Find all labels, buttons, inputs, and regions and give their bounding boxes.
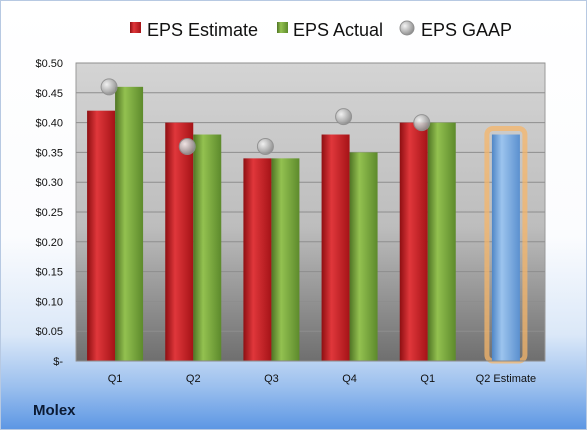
marker-eps-gaap — [335, 108, 353, 126]
bar-eps-actual — [193, 134, 222, 361]
bars — [87, 86, 528, 364]
marker-eps-gaap — [413, 114, 431, 132]
bar-eps-estimate — [165, 122, 194, 361]
legend-label-gaap: EPS GAAP — [421, 20, 512, 40]
bar-eps-estimate — [321, 134, 350, 361]
x-tick-label: Q3 — [264, 373, 279, 385]
marker-eps-gaap — [178, 137, 196, 155]
legend-label-actual: EPS Actual — [293, 20, 383, 40]
x-tick-label: Q2 — [186, 373, 201, 385]
legend-label-estimate: EPS Estimate — [147, 20, 258, 40]
y-tick-label: $0.15 — [35, 267, 63, 279]
marker-eps-gaap — [256, 137, 274, 155]
y-tick-label: $0.30 — [35, 177, 63, 189]
y-tick-label: $0.35 — [35, 147, 63, 159]
y-tick-label: $0.10 — [35, 296, 63, 308]
marker-eps-gaap — [100, 78, 118, 96]
bar-eps-estimate — [399, 122, 428, 361]
x-tick-label: Q1 — [108, 373, 123, 385]
x-tick-label: Q2 Estimate — [476, 373, 537, 385]
y-tick-label: $0.45 — [35, 88, 63, 100]
legend: EPS Estimate EPS Actual EPS GAAP — [130, 20, 512, 40]
x-tick-label: Q4 — [342, 373, 357, 385]
legend-swatch-actual — [277, 22, 288, 33]
bar-eps-actual — [271, 158, 300, 361]
y-tick-label: $0.25 — [35, 207, 63, 219]
x-tick-label: Q1 — [420, 373, 435, 385]
bar-eps-actual — [427, 122, 456, 361]
y-tick-label: $0.40 — [35, 118, 63, 130]
y-tick-label: $0.20 — [35, 237, 63, 249]
legend-marker-gaap — [399, 20, 415, 36]
y-tick-label: $0.50 — [35, 58, 63, 70]
bar-eps-estimate — [87, 110, 116, 362]
gaap-markers — [100, 78, 431, 155]
company-name: Molex — [33, 402, 76, 419]
x-axis-labels: Q1 Q2 Q3 Q4 Q1 Q2 Estimate — [108, 373, 536, 385]
gridlines — [76, 62, 545, 332]
y-tick-label: $- — [53, 356, 63, 368]
legend-swatch-estimate — [130, 22, 141, 33]
bar-q2-estimate — [491, 134, 520, 361]
bar-eps-actual — [115, 86, 144, 361]
y-tick-label: $0.05 — [35, 326, 63, 338]
y-axis-labels: $- $0.05 $0.10 $0.15 $0.20 $0.25 $0.30 $0.35 $0.… — [35, 58, 63, 368]
bar-eps-actual — [349, 152, 378, 361]
bar-eps-estimate — [243, 158, 272, 361]
